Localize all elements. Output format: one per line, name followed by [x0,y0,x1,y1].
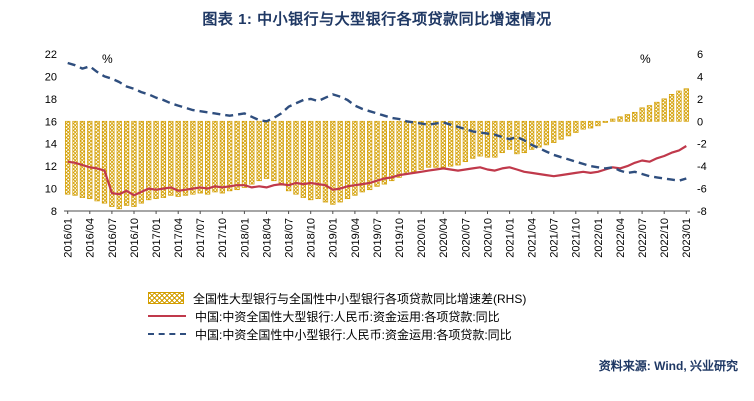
svg-text:2019/10: 2019/10 [394,218,406,258]
svg-text:8: 8 [51,206,57,218]
source-note: 资料来源: Wind, 兴业研究 [598,359,738,373]
svg-text:2018/04: 2018/04 [261,218,273,258]
svg-text:14: 14 [45,139,57,151]
svg-text:2017/01: 2017/01 [151,218,163,258]
svg-text:12: 12 [45,161,57,173]
svg-text:2018/10: 2018/10 [306,218,318,258]
svg-text:2022/07: 2022/07 [637,218,649,258]
svg-text:-6: -6 [697,184,707,196]
svg-text:2018/07: 2018/07 [283,218,295,258]
line-large-banks [67,145,687,197]
svg-text:18: 18 [45,94,57,106]
bars-spread-series [65,88,689,210]
svg-text:22: 22 [45,49,57,61]
line-small-banks [67,61,687,182]
svg-text:-2: -2 [697,139,707,151]
svg-text:2017/04: 2017/04 [173,218,185,258]
legend-item-large-banks: 中国:中资全国性大型银行:人民币:资金运用:各项贷款:同比 [148,307,754,325]
svg-text:%: % [102,52,113,66]
svg-text:2016/07: 2016/07 [107,218,119,258]
dashed-line-swatch-icon [148,333,186,335]
svg-text:6: 6 [697,49,703,61]
svg-text:2020/01: 2020/01 [416,218,428,258]
svg-text:2021/04: 2021/04 [527,218,539,258]
svg-text:2016/04: 2016/04 [85,218,97,258]
svg-text:2018/01: 2018/01 [239,218,251,258]
legend-label-spread: 全国性大型银行与全国性中小型银行各项贷款同比增速差(RHS) [193,291,527,306]
svg-text:2021/07: 2021/07 [549,218,561,258]
svg-text:2022/01: 2022/01 [593,218,605,258]
svg-text:2017/10: 2017/10 [217,218,229,258]
legend-label-large-banks: 中国:中资全国性大型银行:人民币:资金运用:各项贷款:同比 [195,309,500,324]
svg-text:%: % [640,52,651,66]
svg-text:2: 2 [697,94,703,106]
svg-text:2017/07: 2017/07 [195,218,207,258]
svg-text:2022/10: 2022/10 [659,218,671,258]
svg-text:2021/01: 2021/01 [504,218,516,258]
legend-item-small-banks: 中国:中资全国性中小型银行:人民币:资金运用:各项贷款:同比 [148,325,754,343]
svg-text:2020/04: 2020/04 [438,218,450,258]
svg-text:-8: -8 [697,206,707,218]
svg-text:2022/04: 2022/04 [615,218,627,258]
svg-text:2016/01: 2016/01 [63,218,75,258]
svg-text:2021/10: 2021/10 [571,218,583,258]
chart-canvas: 8 10 12 14 16 18 20 22 -8 -6 -4 -2 0 2 4 6% % 2016/01 2016… [45,49,707,258]
hatched-bar-swatch-icon [148,292,184,304]
chart-legend: 全国性大型银行与全国性中小型银行各项贷款同比增速差(RHS) 中国:中资全国性大… [148,289,754,343]
svg-text:2016/10: 2016/10 [129,218,141,258]
chart-title: 图表 1: 中小银行与大型银行各项贷款同比增速情况 [202,11,552,28]
svg-text:2019/07: 2019/07 [372,218,384,258]
svg-text:10: 10 [45,184,57,196]
svg-text:2020/10: 2020/10 [482,218,494,258]
svg-text:20: 20 [45,71,57,83]
legend-item-spread: 全国性大型银行与全国性中小型银行各项贷款同比增速差(RHS) [148,289,754,307]
svg-text:16: 16 [45,116,57,128]
svg-text:2019/01: 2019/01 [328,218,340,258]
legend-label-small-banks: 中国:中资全国性中小型银行:人民币:资金运用:各项贷款:同比 [195,327,512,342]
svg-text:2023/01: 2023/01 [681,218,693,258]
solid-line-swatch-icon [148,315,186,317]
svg-text:4: 4 [697,71,703,83]
svg-text:-4: -4 [697,161,707,173]
svg-text:2019/04: 2019/04 [350,218,362,258]
svg-text:2020/07: 2020/07 [460,218,472,258]
svg-text:0: 0 [697,116,703,128]
